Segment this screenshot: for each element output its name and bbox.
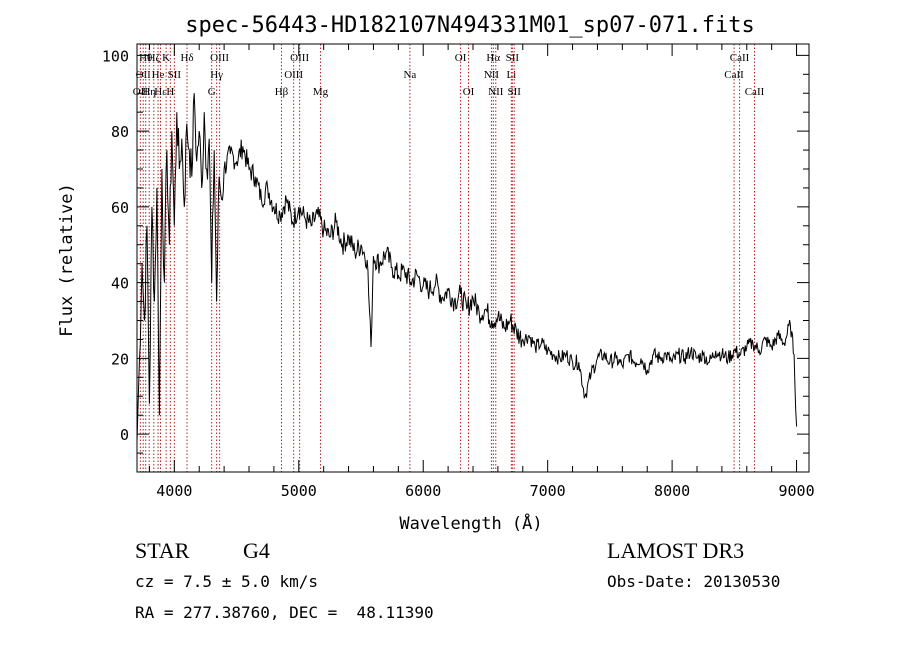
spectral-line-label: Mg (313, 86, 329, 98)
x-axis: 4000 5000 6000 7000 8000 9000 (148, 44, 815, 500)
y-axis: 0 20 40 60 80 100 (102, 47, 809, 454)
y-tick-label: 0 (120, 426, 129, 444)
survey-name: LAMOST DR3 (607, 538, 745, 563)
spectral-line-label: K (162, 52, 170, 64)
spectral-line-label: CaII (730, 52, 750, 64)
spectral-line-label: Hδ (180, 52, 193, 64)
y-tick-label: 80 (111, 123, 129, 141)
spectral-line-label: SII (507, 86, 521, 98)
spectral-line-label: OIII (210, 52, 229, 64)
y-tick-label: 20 (111, 350, 129, 368)
spectral-line-label: Na (403, 69, 416, 81)
x-tick-label: 7000 (530, 482, 566, 500)
subclass: G4 (243, 538, 270, 563)
spectral-line-label: Hη (142, 86, 156, 98)
spectral-line-label: Hε (154, 86, 167, 98)
spectral-lines: OIIOIIHθHηHζHeHεKHSIIHδGHγOIIIHβOIIIOIII… (133, 44, 765, 472)
object-type: STAR (135, 538, 190, 563)
y-tick-label: 40 (111, 275, 129, 293)
spectral-line-label: OII (136, 69, 152, 81)
coordinates: RA = 277.38760, DEC = 48.11390 (135, 603, 434, 622)
spectral-line-label: NII (488, 86, 504, 98)
plot-frame (136, 43, 810, 473)
spectral-line-label: Li (506, 69, 516, 81)
x-tick-label: 8000 (654, 482, 690, 500)
flux-line (136, 93, 798, 442)
spectral-line-label: OIII (290, 52, 309, 64)
spectral-line-label: Hζ (148, 52, 161, 64)
spectral-line-label: H (166, 86, 174, 98)
x-tick-label: 9000 (778, 482, 814, 500)
y-tick-label: 100 (102, 47, 129, 65)
spectral-line-label: Hγ (210, 69, 223, 81)
y-tick-label: 60 (111, 199, 129, 217)
x-tick-label: 4000 (156, 482, 192, 500)
chart-title: spec-56443-HD182107N494331M01_sp07-071.f… (185, 13, 755, 38)
spectral-line-label: OI (463, 86, 475, 98)
x-tick-label: 6000 (405, 482, 441, 500)
spectral-line-label: OIII (284, 69, 303, 81)
spectral-line-label: NII (484, 69, 500, 81)
spectral-line-label: CaII (745, 86, 765, 98)
spectral-line-label: CaII (724, 69, 744, 81)
x-tick-label: 5000 (281, 482, 317, 500)
flux-series (136, 93, 798, 442)
spectral-line-label: Hβ (275, 86, 289, 98)
spectral-line-label: SII (168, 69, 182, 81)
obs-date: Obs-Date: 20130530 (607, 572, 781, 591)
spectral-line-label: He (152, 69, 165, 81)
redshift-cz: cz = 7.5 ± 5.0 km/s (135, 572, 319, 591)
spectral-line-label: Hα (486, 52, 500, 64)
spectral-line-label: G (208, 86, 216, 98)
spectral-line-label: SII (506, 52, 520, 64)
spectral-line-label: OI (455, 52, 467, 64)
x-axis-label: Wavelength (Å) (399, 512, 542, 534)
y-axis-label: Flux (relative) (57, 183, 77, 337)
